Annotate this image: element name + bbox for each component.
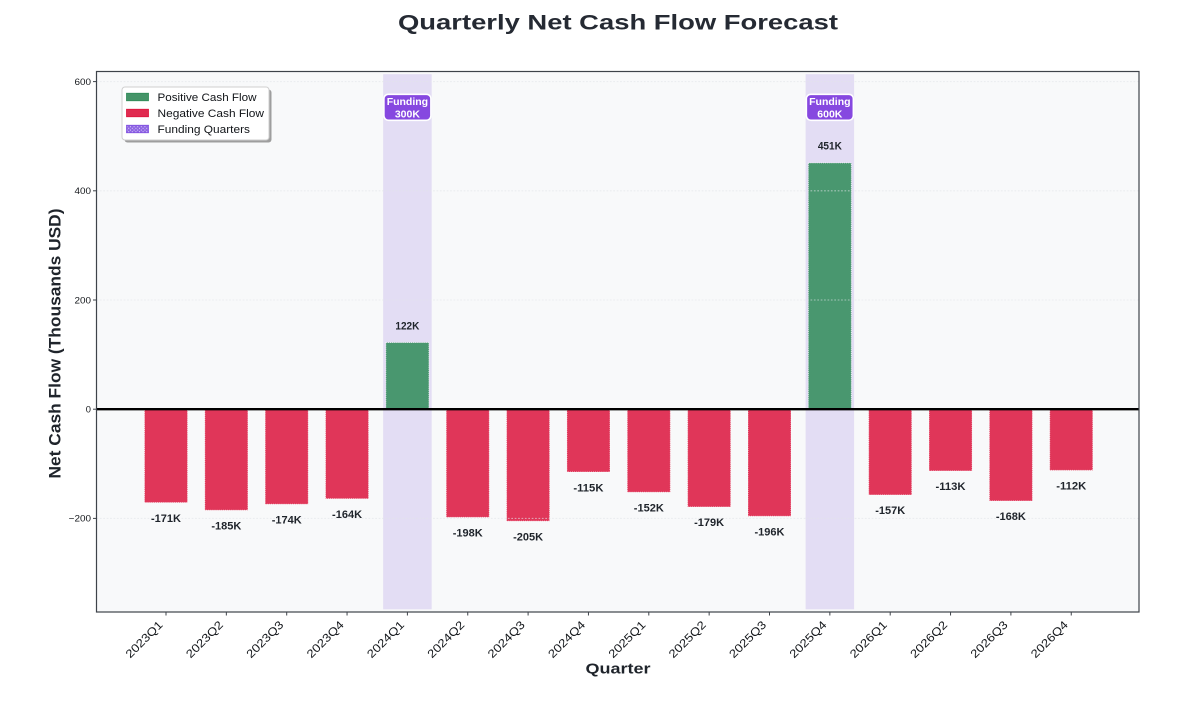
svg-text:-152K: -152K <box>634 502 664 514</box>
svg-text:Positive Cash Flow: Positive Cash Flow <box>158 92 257 104</box>
svg-text:Net Cash Flow (Thousands USD): Net Cash Flow (Thousands USD) <box>47 209 65 479</box>
svg-text:Funding: Funding <box>809 96 850 108</box>
svg-text:-196K: -196K <box>755 527 785 539</box>
svg-text:−200: −200 <box>69 514 91 525</box>
svg-text:-164K: -164K <box>332 509 362 521</box>
svg-text:-174K: -174K <box>272 515 302 527</box>
svg-text:-157K: -157K <box>875 505 905 517</box>
svg-text:-179K: -179K <box>694 517 724 529</box>
svg-text:600K: 600K <box>817 109 843 121</box>
svg-text:451K: 451K <box>818 141 842 153</box>
svg-text:-115K: -115K <box>573 482 603 494</box>
svg-text:300K: 300K <box>395 109 421 121</box>
svg-text:122K: 122K <box>395 320 419 332</box>
svg-text:-171K: -171K <box>151 513 181 525</box>
svg-text:400: 400 <box>75 186 92 197</box>
svg-text:Funding Quarters: Funding Quarters <box>158 124 251 136</box>
svg-text:Quarter: Quarter <box>586 661 651 678</box>
svg-text:-198K: -198K <box>453 528 483 540</box>
svg-text:200: 200 <box>75 295 92 306</box>
svg-text:-205K: -205K <box>513 531 543 543</box>
svg-text:600: 600 <box>75 77 92 88</box>
svg-text:0: 0 <box>86 405 91 416</box>
svg-text:-168K: -168K <box>996 511 1026 523</box>
svg-text:Quarterly Net Cash Flow Foreca: Quarterly Net Cash Flow Forecast <box>398 10 838 34</box>
svg-text:-113K: -113K <box>936 481 966 493</box>
svg-text:Funding: Funding <box>387 96 428 108</box>
svg-text:-185K: -185K <box>211 521 241 533</box>
svg-text:-112K: -112K <box>1056 481 1086 493</box>
svg-text:Negative Cash Flow: Negative Cash Flow <box>158 108 265 120</box>
